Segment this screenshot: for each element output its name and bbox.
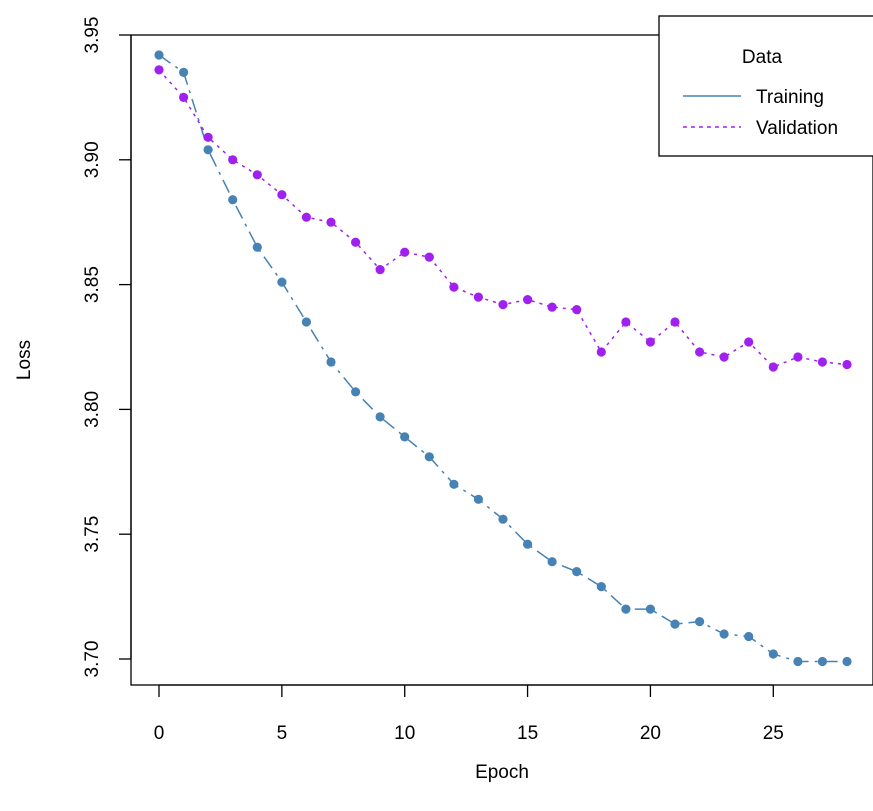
legend-label-training: Training — [756, 87, 824, 108]
validation-point — [768, 362, 778, 372]
validation-point — [621, 317, 631, 327]
training-point — [670, 619, 680, 629]
training-point — [228, 195, 238, 205]
x-tick-label: 15 — [517, 723, 538, 744]
x-axis: 0 5 10 15 20 25 — [154, 684, 784, 744]
training-point — [719, 629, 729, 639]
validation-point — [793, 352, 803, 362]
training-point — [744, 631, 754, 642]
validation-point — [498, 300, 508, 310]
validation-point — [424, 252, 434, 262]
legend: Data Training Validation — [658, 15, 873, 157]
validation-point — [645, 337, 656, 347]
validation-point — [203, 132, 213, 142]
training-point — [154, 50, 164, 60]
validation-point — [301, 212, 311, 222]
y-tick-label: 3.80 — [82, 391, 103, 428]
validation-point — [842, 359, 852, 370]
validation-point — [228, 155, 238, 165]
training-point — [252, 242, 262, 252]
validation-point — [326, 217, 336, 227]
validation-point — [719, 352, 729, 362]
training-point — [301, 317, 311, 327]
validation-point — [400, 247, 410, 257]
validation-point — [375, 265, 385, 275]
validation-point — [154, 65, 164, 75]
training-point — [695, 617, 705, 627]
y-axis: 3.70 3.75 3.80 3.85 3.90 3.95 — [82, 17, 132, 678]
y-axis-title: Loss — [14, 340, 35, 380]
training-point — [596, 582, 606, 592]
training-point — [424, 452, 434, 462]
training-point — [645, 604, 656, 614]
y-tick-label: 3.85 — [82, 266, 103, 303]
validation-point — [351, 237, 361, 247]
y-tick-label: 3.75 — [82, 516, 103, 553]
validation-point — [572, 305, 582, 315]
legend-box — [658, 15, 873, 157]
validation-point — [179, 92, 189, 102]
training-point — [572, 567, 582, 577]
x-tick-label: 25 — [763, 723, 784, 744]
validation-point — [744, 337, 754, 347]
validation-point — [596, 347, 606, 357]
training-point — [326, 357, 336, 367]
x-axis-title: Epoch — [475, 762, 529, 783]
training-point — [793, 656, 803, 667]
validation-point — [473, 292, 483, 302]
legend-title: Data — [742, 47, 783, 68]
x-tick-label: 5 — [277, 723, 288, 744]
training-point — [179, 67, 189, 77]
training-point — [351, 387, 361, 397]
y-tick-label: 3.90 — [82, 141, 103, 178]
training-point — [842, 656, 852, 667]
training-point — [498, 514, 508, 524]
training-point — [768, 649, 778, 659]
validation-point — [277, 190, 287, 200]
training-point — [203, 145, 213, 155]
validation-point — [449, 282, 459, 292]
x-tick-label: 0 — [154, 723, 165, 744]
training-point — [817, 656, 828, 667]
legend-label-validation: Validation — [756, 118, 838, 139]
validation-point — [670, 317, 680, 327]
x-tick-label: 10 — [394, 723, 415, 744]
validation-point — [523, 295, 533, 305]
validation-point — [695, 347, 705, 357]
validation-point — [817, 357, 828, 367]
training-point — [277, 277, 287, 287]
series-layer — [154, 50, 852, 667]
y-tick-label: 3.70 — [82, 641, 103, 678]
training-point — [621, 604, 631, 614]
training-point — [400, 432, 410, 442]
training-point — [523, 539, 533, 549]
training-point — [449, 479, 459, 489]
y-tick-label: 3.95 — [82, 17, 103, 54]
validation-point — [547, 302, 557, 312]
x-tick-label: 20 — [640, 723, 661, 744]
training-point — [547, 557, 557, 567]
training-point — [375, 412, 385, 422]
training-point — [473, 494, 483, 504]
validation-point — [252, 170, 262, 180]
